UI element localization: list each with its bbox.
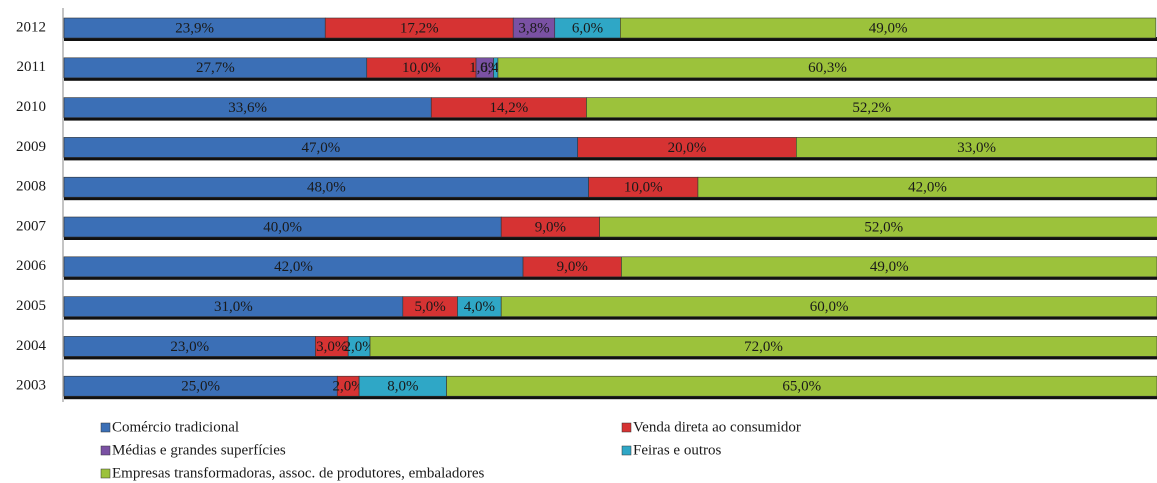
data-label: 42,0% xyxy=(274,259,313,275)
bar-segment xyxy=(586,97,1157,118)
y-tick-label: 2011 xyxy=(17,59,46,75)
data-label: 52,0% xyxy=(864,219,903,235)
data-label: 9,0% xyxy=(557,259,588,275)
legend-label: Venda direta ao consumidor xyxy=(633,419,801,435)
y-tick-label: 2009 xyxy=(16,139,46,155)
data-label: 47,0% xyxy=(301,140,340,156)
data-label: 9,0% xyxy=(535,219,566,235)
bar-shadow xyxy=(64,395,1157,400)
legend-label: Feiras e outros xyxy=(633,442,721,458)
bar-shadow xyxy=(64,196,1157,201)
legend-label: Comércio tradicional xyxy=(112,419,239,435)
data-label: 3,8% xyxy=(518,20,549,36)
y-tick-label: 2004 xyxy=(16,338,47,354)
data-label: 27,7% xyxy=(196,60,235,76)
bar-shadow xyxy=(64,355,1157,360)
data-label: 23,0% xyxy=(170,339,209,355)
legend-swatch xyxy=(100,468,111,479)
bar-shadow xyxy=(64,76,1157,81)
data-label: 14,2% xyxy=(489,100,528,116)
y-tick-label: 2005 xyxy=(16,298,46,314)
data-label: 72,0% xyxy=(744,339,783,355)
y-tick-label: 2003 xyxy=(16,378,46,394)
legend-label: Empresas transformadoras, assoc. de prod… xyxy=(112,465,485,481)
data-label: 33,0% xyxy=(957,140,996,156)
data-label: 6,0% xyxy=(572,20,603,36)
bar-shadow xyxy=(64,315,1157,320)
y-tick-label: 2012 xyxy=(16,19,46,35)
data-label: 48,0% xyxy=(307,180,346,196)
data-label: 40,0% xyxy=(263,219,302,235)
data-label: 10,0% xyxy=(402,60,441,76)
bar-segment xyxy=(446,375,1157,397)
data-label: 5,0% xyxy=(415,299,446,315)
data-label: 25,0% xyxy=(181,379,220,395)
bar-shadow xyxy=(64,37,1157,41)
data-label: 3,0% xyxy=(316,339,347,355)
legend-swatch xyxy=(621,422,632,433)
data-label: 17,2% xyxy=(400,20,439,36)
data-label: 20,0% xyxy=(668,140,707,156)
bar-segment xyxy=(796,137,1157,158)
data-label: 60,0% xyxy=(810,299,849,315)
bar-segment xyxy=(599,216,1157,238)
legend-label: Médias e grandes superfícies xyxy=(112,442,286,458)
bar-shadow xyxy=(64,236,1157,240)
data-label: 31,0% xyxy=(214,299,253,315)
bar-shadow xyxy=(64,156,1157,161)
legend-swatch xyxy=(100,422,111,433)
data-label: 52,2% xyxy=(852,100,891,116)
bar-shadow xyxy=(64,275,1157,280)
data-label: 33,6% xyxy=(228,100,267,116)
data-label: 2,0% xyxy=(333,379,364,395)
data-label: 10,0% xyxy=(624,180,663,196)
bar-segment xyxy=(620,17,1157,39)
data-label: 60,3% xyxy=(808,60,847,76)
data-label: 49,0% xyxy=(870,259,909,275)
y-tick-label: 2007 xyxy=(16,218,47,234)
data-label: 23,9% xyxy=(175,20,214,36)
legend-swatch xyxy=(621,445,632,456)
y-tick-label: 2008 xyxy=(16,179,46,195)
bar-segment xyxy=(369,336,1157,357)
legend-swatch xyxy=(100,445,111,456)
data-label: 4,0% xyxy=(464,299,495,315)
y-tick-label: 2010 xyxy=(16,99,46,115)
bar-shadow xyxy=(64,116,1157,121)
data-label: 2,0% xyxy=(343,339,374,355)
data-label: 8,0% xyxy=(387,379,418,395)
data-label: 49,0% xyxy=(869,20,908,36)
data-label: 1,6% xyxy=(469,60,500,76)
bar-segment xyxy=(621,256,1157,278)
y-tick-label: 2006 xyxy=(16,258,47,274)
data-label: 65,0% xyxy=(782,379,821,395)
data-label: 42,0% xyxy=(908,180,947,196)
bar-segment xyxy=(697,176,1157,198)
bar-segment xyxy=(500,296,1157,317)
